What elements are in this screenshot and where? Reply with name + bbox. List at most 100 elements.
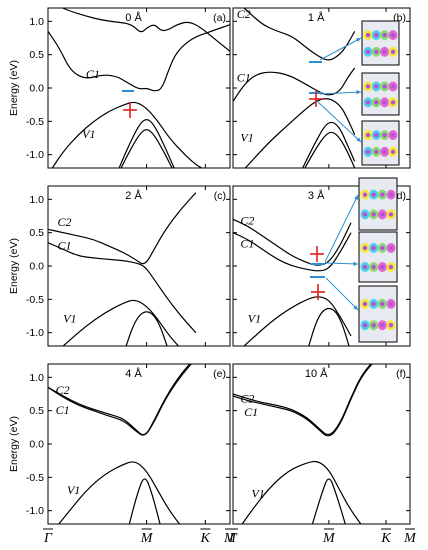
band-line (48, 242, 197, 334)
atom-dot (380, 323, 385, 328)
band-label: C1 (237, 70, 251, 84)
panel-title: 1 Å (308, 11, 325, 24)
y-tick-label: -1.0 (26, 505, 44, 517)
y-tick-label: 1.0 (29, 372, 44, 384)
atom-dot (374, 49, 379, 54)
panel-caption: (c) (214, 190, 226, 202)
atom-dot (365, 100, 371, 105)
atom-dot (365, 49, 371, 54)
band-line (304, 131, 356, 168)
y-tick-label: -0.5 (26, 116, 44, 128)
series-group (233, 8, 356, 168)
atom-dot (374, 84, 379, 89)
series-group (48, 8, 230, 168)
band-label: C2 (237, 7, 251, 21)
callout-arrow (319, 91, 362, 95)
atom-dot (362, 323, 368, 328)
atom-dot (365, 84, 371, 89)
band-label: V1 (82, 127, 95, 141)
x-axis-label: M (140, 531, 154, 546)
band-line (51, 101, 203, 168)
y-tick-label: 0.0 (29, 261, 44, 273)
band-label: V1 (251, 486, 264, 500)
y-axis-label: Energy (eV) (8, 60, 20, 116)
atom-dot (390, 100, 396, 105)
x-axis-label: M (322, 531, 336, 546)
band-line (243, 296, 352, 346)
inset-frame (358, 231, 398, 283)
inset-frame (361, 120, 400, 166)
band-label: C1 (244, 405, 258, 419)
atom-dot (362, 192, 368, 197)
panel-title: 0 Å (125, 11, 142, 24)
band-label: C1 (56, 403, 70, 417)
atom-dot (388, 301, 394, 307)
atom-dot (382, 84, 387, 89)
atom-dot (388, 323, 394, 328)
band-label: C2 (56, 383, 70, 397)
series-group (48, 364, 193, 524)
atom-dot (388, 245, 394, 251)
atom-dot (390, 49, 396, 54)
y-tick-label: 1.0 (29, 16, 44, 28)
band-label: C1 (86, 67, 100, 81)
y-tick-label: -0.5 (26, 472, 44, 484)
band-label: C2 (240, 392, 254, 406)
atom-dot (371, 192, 376, 197)
atom-dot (380, 212, 385, 217)
atom-dot (371, 264, 376, 270)
atom-dot (390, 149, 396, 154)
x-axis-label: K (200, 531, 211, 546)
y-tick-label: 0.0 (29, 83, 44, 95)
band-line (311, 478, 346, 524)
atom-dot (380, 301, 385, 307)
y-tick-label: 0.5 (29, 49, 44, 61)
panel-caption: (a) (213, 12, 226, 24)
band-label: V1 (63, 312, 76, 326)
band-line (48, 192, 197, 265)
atom-dot (362, 245, 368, 251)
orbital-inset (358, 231, 398, 283)
inset-frame (358, 177, 398, 231)
series-group (233, 364, 373, 524)
y-axis-label: Energy (eV) (8, 416, 20, 472)
panel-title: 4 Å (125, 367, 142, 380)
atom-dot (388, 212, 394, 217)
atom-dot (382, 132, 387, 138)
atom-dot (374, 149, 379, 154)
atom-dot (380, 264, 385, 270)
x-axis-label: Γ (228, 531, 238, 546)
orbital-inset (361, 72, 400, 116)
y-tick-label: 0.5 (29, 227, 44, 239)
panel-a: 1.0 0.5 0.0 -0.5 -1.0 Energy (eV) 0 Å (a) C1 V1 (8, 7, 231, 169)
band-line (243, 8, 356, 61)
x-axis-label: M (223, 531, 237, 546)
inset-frame (358, 285, 398, 343)
panel-caption: (e) (213, 368, 226, 380)
band-line (233, 218, 352, 266)
panel-c: 1.0 0.5 0.0 -0.5 -1.0 Energy (eV) 2 Å (c) C2 C1 V1 (8, 185, 231, 347)
callout-arrow (324, 194, 359, 263)
orbital-inset (358, 285, 398, 343)
atom-dot (365, 149, 371, 154)
inset-frame (361, 72, 400, 116)
band-label: V1 (240, 130, 253, 144)
y-axis-label: Energy (eV) (8, 238, 20, 294)
atom-dot (390, 32, 396, 38)
y-tick-label: -1.0 (26, 327, 44, 339)
band-line (241, 460, 362, 524)
atom-dot (365, 132, 371, 138)
atom-dot (371, 212, 376, 217)
atom-dot (382, 149, 387, 154)
x-axis-label: Γ (43, 531, 53, 546)
panel-e: 1.0 0.5 0.0 -0.5 -1.0 Energy (eV) 4 Å (e) C2 C1 V1… (8, 363, 237, 546)
panel-title: 2 Å (125, 189, 142, 202)
atom-dot (371, 323, 376, 328)
series-group (233, 218, 352, 346)
atom-dot (382, 100, 387, 105)
panel-title: 10 Å (305, 367, 328, 380)
atom-dot (380, 245, 385, 251)
y-tick-label: -1.0 (26, 149, 44, 161)
band-line (233, 67, 356, 102)
